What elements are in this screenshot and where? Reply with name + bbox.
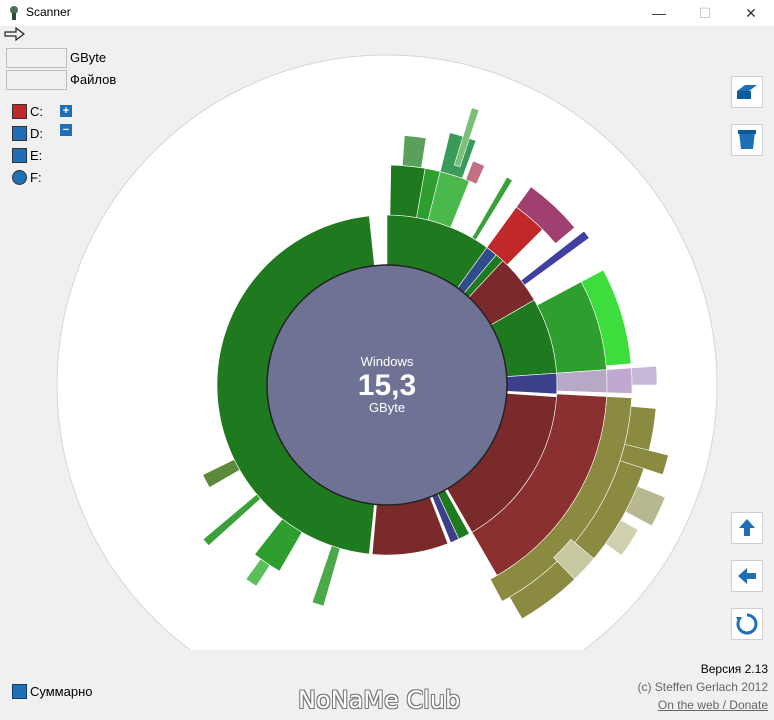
drive-c[interactable]: C: xyxy=(12,104,43,119)
back-button[interactable] xyxy=(731,560,763,592)
web-donate-link[interactable]: On the web / Donate xyxy=(657,698,768,712)
drive-d[interactable]: D: xyxy=(12,126,43,141)
back-icon xyxy=(738,568,756,584)
summary-checkbox-icon xyxy=(12,684,27,699)
sunburst-segment[interactable] xyxy=(506,372,558,395)
sunburst-segment[interactable] xyxy=(520,230,590,286)
sunburst-segment[interactable] xyxy=(553,538,595,580)
sunburst-segment[interactable] xyxy=(311,545,341,607)
hard-drive-icon xyxy=(12,104,27,119)
expand-icon[interactable]: + xyxy=(60,105,72,117)
sunburst-chart[interactable]: Windows 15,3 GByte xyxy=(0,40,774,650)
sunburst-segment[interactable] xyxy=(453,107,480,168)
open-drive-icon xyxy=(737,85,757,99)
hard-drive-icon xyxy=(12,148,27,163)
maximize-button[interactable]: ☐ xyxy=(698,4,712,21)
drive-label: C: xyxy=(30,104,43,119)
refresh-icon xyxy=(736,613,758,635)
files-field xyxy=(6,70,67,90)
delete-button[interactable] xyxy=(731,124,763,156)
files-unit-label: Файлов xyxy=(70,72,117,87)
sunburst-segments[interactable] xyxy=(202,107,669,620)
sunburst-segment[interactable] xyxy=(471,176,513,241)
sunburst-segment[interactable] xyxy=(619,443,669,475)
center-name: Windows xyxy=(361,354,414,369)
version-label: Версия 2.13 xyxy=(700,662,768,676)
sunburst-segment[interactable] xyxy=(631,365,658,386)
collapse-icon[interactable]: − xyxy=(60,124,72,136)
sunburst-segment[interactable] xyxy=(245,558,271,587)
drive-f[interactable]: F: xyxy=(12,170,42,185)
sunburst-segment[interactable] xyxy=(402,135,427,169)
center-disk[interactable] xyxy=(266,264,508,506)
up-button[interactable] xyxy=(731,512,763,544)
sunburst-segment[interactable] xyxy=(580,269,632,367)
size-field xyxy=(6,48,67,68)
trash-icon xyxy=(738,130,756,149)
sunburst-segment[interactable] xyxy=(254,518,303,572)
summary-label: Суммарно xyxy=(30,684,93,699)
drive-label: D: xyxy=(30,126,43,141)
copyright-label: (c) Steffen Gerlach 2012 xyxy=(637,680,768,694)
refresh-button[interactable] xyxy=(731,608,763,640)
arrow-right-icon[interactable] xyxy=(4,27,26,41)
sunburst-segment[interactable] xyxy=(202,459,241,488)
open-drive-button[interactable] xyxy=(731,76,763,108)
center-value: 15,3 xyxy=(358,369,416,402)
app-icon xyxy=(10,6,18,20)
sunburst-segment[interactable] xyxy=(556,369,608,393)
summary-toggle[interactable]: Суммарно xyxy=(12,684,93,699)
sunburst-segment[interactable] xyxy=(624,485,666,527)
up-icon xyxy=(739,519,755,536)
window-title: Scanner xyxy=(26,5,71,19)
sunburst-segment[interactable] xyxy=(515,186,576,245)
watermark-text: NoNaMe Club xyxy=(298,686,461,714)
hard-drive-icon xyxy=(12,126,27,141)
sunburst-segment[interactable] xyxy=(202,493,262,547)
center-unit: GByte xyxy=(369,400,405,415)
size-unit-label: GByte xyxy=(70,50,107,65)
sunburst-segment[interactable] xyxy=(605,519,639,556)
sunburst-segment[interactable] xyxy=(465,160,486,185)
drive-label: E: xyxy=(30,148,43,163)
minimize-button[interactable]: — xyxy=(652,5,666,21)
optical-disc-icon xyxy=(12,170,27,185)
sunburst-segment[interactable] xyxy=(606,367,633,394)
title-bar: Scanner — ☐ ✕ xyxy=(0,0,774,26)
drive-e[interactable]: E: xyxy=(12,148,42,163)
drive-label: F: xyxy=(30,170,42,185)
close-button[interactable]: ✕ xyxy=(745,4,757,21)
